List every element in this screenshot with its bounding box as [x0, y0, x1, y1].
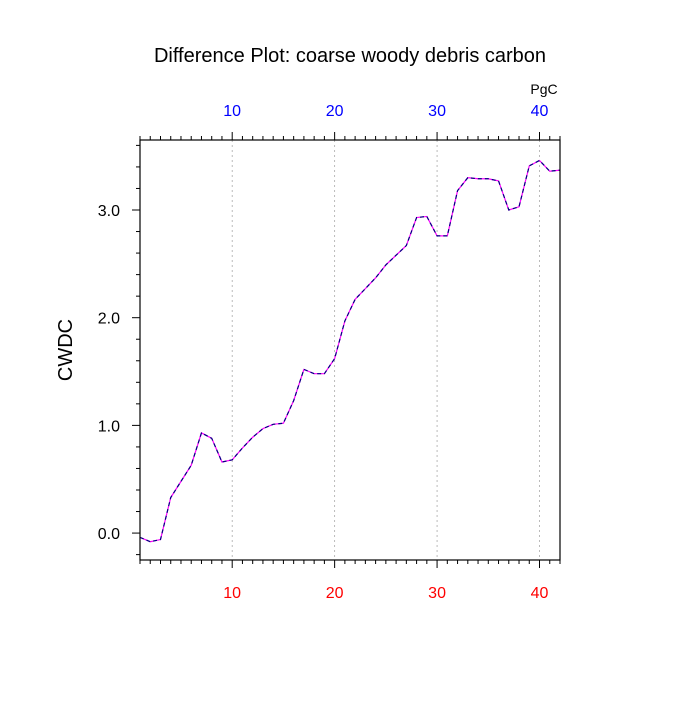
y-tick-label-3.0: 3.0 [98, 203, 120, 220]
y-tick-label-0.0: 0.0 [98, 526, 120, 543]
x-tick-label-bottom-20: 20 [326, 585, 344, 602]
x-tick-label-bottom-10: 10 [223, 585, 241, 602]
x-tick-label-top-40: 40 [531, 103, 549, 120]
y-tick-label-2.0: 2.0 [98, 311, 120, 328]
x-tick-label-bottom-30: 30 [428, 585, 446, 602]
units-label: PgC [530, 81, 557, 97]
y-tick-label-1.0: 1.0 [98, 418, 120, 435]
x-tick-label-top-10: 10 [223, 103, 241, 120]
chart-title: Difference Plot: coarse woody debris car… [154, 45, 546, 67]
x-tick-label-bottom-40: 40 [531, 585, 549, 602]
x-tick-label-top-20: 20 [326, 103, 344, 120]
x-tick-label-top-30: 30 [428, 103, 446, 120]
y-axis-title: CWDC [55, 319, 77, 381]
